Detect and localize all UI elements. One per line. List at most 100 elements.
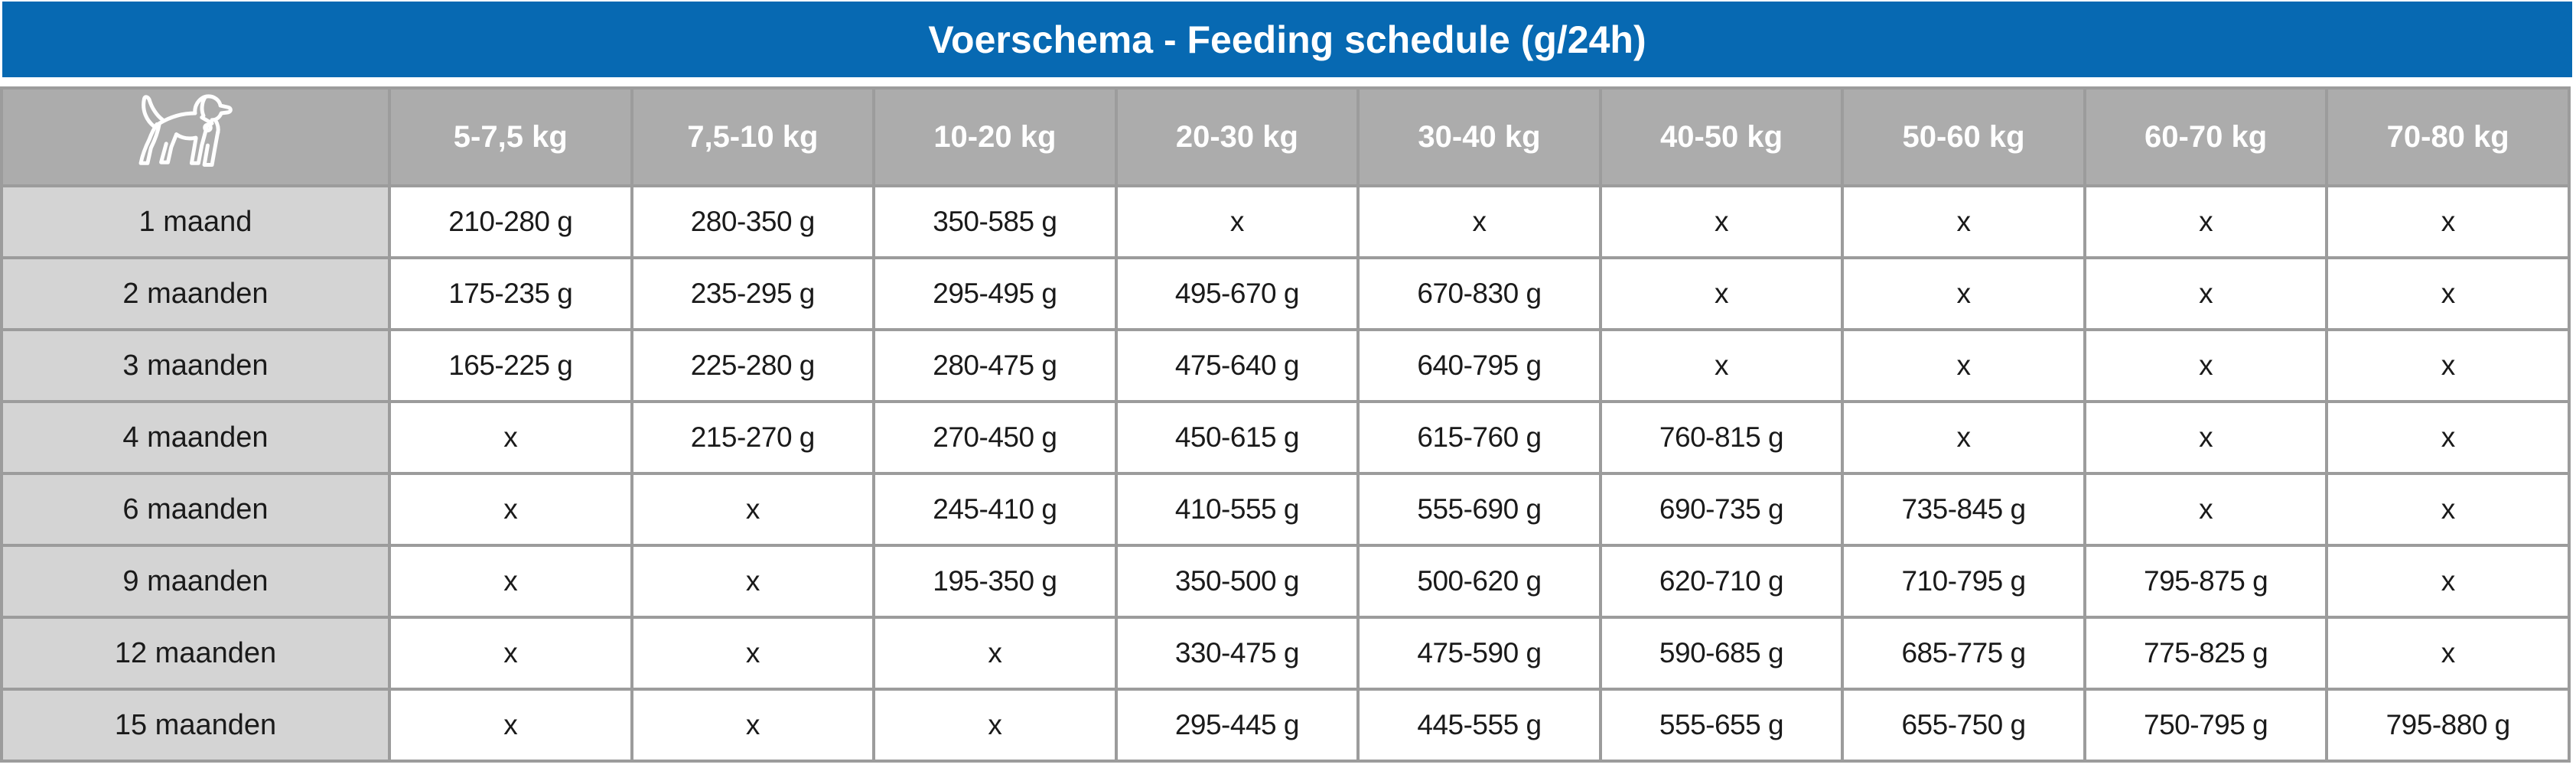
empty-cell: x: [1841, 256, 2086, 331]
feeding-value-cell: 350-500 g: [1114, 544, 1360, 619]
feeding-value-cell: 590-685 g: [1598, 616, 1845, 691]
empty-cell: x: [630, 616, 876, 691]
feeding-value-cell: 245-410 g: [872, 472, 1118, 547]
empty-cell: x: [388, 400, 633, 475]
feeding-value-cell: 735-845 g: [1841, 472, 2086, 547]
feeding-value-cell: 775-825 g: [2083, 616, 2329, 691]
empty-cell: x: [2083, 472, 2329, 547]
feeding-value-cell: 330-475 g: [1114, 616, 1360, 691]
feeding-value-cell: 210-280 g: [388, 184, 633, 259]
feeding-table: 5-7,5 kg 7,5-10 kg 10-20 kg 20-30 kg 30-40 k…: [0, 86, 2571, 763]
feeding-row: 12 maanden x x x 330-475 g 475-590 g 590-685 g…: [0, 616, 2571, 691]
weight-col-header: 20-30 kg: [1114, 86, 1360, 187]
feeding-value-cell: 685-775 g: [1841, 616, 2086, 691]
feeding-row: 6 maanden x x 245-410 g 410-555 g 555-690 g 69…: [0, 472, 2571, 547]
empty-cell: x: [1598, 328, 1845, 403]
empty-cell: x: [2083, 256, 2329, 331]
feeding-value-cell: 215-270 g: [630, 400, 876, 475]
empty-cell: x: [1598, 184, 1845, 259]
empty-cell: x: [2325, 544, 2571, 619]
empty-cell: x: [1598, 256, 1845, 331]
empty-cell: x: [872, 688, 1118, 763]
feeding-value-cell: 165-225 g: [388, 328, 633, 403]
empty-cell: x: [1356, 184, 1602, 259]
feeding-value-cell: 295-445 g: [1114, 688, 1360, 763]
title-banner: Voerschema - Feeding schedule (g/24h): [2, 2, 2572, 77]
feeding-value-cell: 555-690 g: [1356, 472, 1602, 547]
feeding-value-cell: 475-590 g: [1356, 616, 1602, 691]
corner-header-cell: [0, 86, 391, 187]
weight-col-header: 7,5-10 kg: [630, 86, 876, 187]
empty-cell: x: [1841, 328, 2086, 403]
empty-cell: x: [388, 688, 633, 763]
feeding-row: 4 maanden x 215-270 g 270-450 g 450-615 g 615…: [0, 400, 2571, 475]
empty-cell: x: [388, 472, 633, 547]
empty-cell: x: [2325, 616, 2571, 691]
feeding-value-cell: 350-585 g: [872, 184, 1118, 259]
feeding-value-cell: 270-450 g: [872, 400, 1118, 475]
feeding-row: 9 maanden x x 195-350 g 350-500 g 500-620 g 62…: [0, 544, 2571, 619]
weight-col-header: 30-40 kg: [1356, 86, 1602, 187]
age-label-cell: 2 maanden: [0, 256, 391, 331]
feeding-value-cell: 710-795 g: [1841, 544, 2086, 619]
feeding-value-cell: 620-710 g: [1598, 544, 1845, 619]
weight-col-header: 5-7,5 kg: [388, 86, 633, 187]
dog-icon: [5, 91, 386, 183]
feeding-value-cell: 615-760 g: [1356, 400, 1602, 475]
feeding-value-cell: 495-670 g: [1114, 256, 1360, 331]
feeding-row: 15 maanden x x x 295-445 g 445-555 g 555-655 g…: [0, 688, 2571, 763]
feeding-value-cell: 280-350 g: [630, 184, 876, 259]
empty-cell: x: [630, 544, 876, 619]
empty-cell: x: [2083, 400, 2329, 475]
empty-cell: x: [2083, 184, 2329, 259]
feeding-value-cell: 445-555 g: [1356, 688, 1602, 763]
age-label-cell: 4 maanden: [0, 400, 391, 475]
weight-col-header: 50-60 kg: [1841, 86, 2086, 187]
empty-cell: x: [2325, 256, 2571, 331]
page-title: Voerschema - Feeding schedule (g/24h): [928, 18, 1646, 61]
feeding-row: 3 maanden 165-225 g 225-280 g 280-475 g 475-…: [0, 328, 2571, 403]
feeding-value-cell: 655-750 g: [1841, 688, 2086, 763]
empty-cell: x: [388, 544, 633, 619]
feeding-value-cell: 175-235 g: [388, 256, 633, 331]
empty-cell: x: [1841, 184, 2086, 259]
feeding-value-cell: 225-280 g: [630, 328, 876, 403]
feeding-value-cell: 690-735 g: [1598, 472, 1845, 547]
weight-col-header: 70-80 kg: [2325, 86, 2571, 187]
feeding-value-cell: 640-795 g: [1356, 328, 1602, 403]
age-label-cell: 15 maanden: [0, 688, 391, 763]
empty-cell: x: [1841, 400, 2086, 475]
feeding-value-cell: 795-875 g: [2083, 544, 2329, 619]
age-label-cell: 3 maanden: [0, 328, 391, 403]
feeding-value-cell: 750-795 g: [2083, 688, 2329, 763]
weight-col-header: 40-50 kg: [1598, 86, 1845, 187]
feeding-value-cell: 235-295 g: [630, 256, 876, 331]
empty-cell: x: [388, 616, 633, 691]
age-label-cell: 12 maanden: [0, 616, 391, 691]
age-label-cell: 1 maand: [0, 184, 391, 259]
feeding-value-cell: 195-350 g: [872, 544, 1118, 619]
feeding-value-cell: 280-475 g: [872, 328, 1118, 403]
empty-cell: x: [2325, 328, 2571, 403]
feeding-value-cell: 555-655 g: [1598, 688, 1845, 763]
weight-col-header: 60-70 kg: [2083, 86, 2329, 187]
empty-cell: x: [2325, 184, 2571, 259]
feeding-row: 2 maanden 175-235 g 235-295 g 295-495 g 495-…: [0, 256, 2571, 331]
feeding-value-cell: 500-620 g: [1356, 544, 1602, 619]
empty-cell: x: [630, 688, 876, 763]
age-label-cell: 6 maanden: [0, 472, 391, 547]
empty-cell: x: [2325, 472, 2571, 547]
weight-col-header: 10-20 kg: [872, 86, 1118, 187]
feeding-value-cell: 295-495 g: [872, 256, 1118, 331]
age-label-cell: 9 maanden: [0, 544, 391, 619]
feeding-value-cell: 410-555 g: [1114, 472, 1360, 547]
feeding-schedule-table: 5-7,5 kg 7,5-10 kg 10-20 kg 20-30 kg 30-40 k…: [0, 86, 2571, 763]
feeding-value-cell: 450-615 g: [1114, 400, 1360, 475]
feeding-value-cell: 760-815 g: [1598, 400, 1845, 475]
empty-cell: x: [1114, 184, 1360, 259]
empty-cell: x: [2325, 400, 2571, 475]
weight-header-row: 5-7,5 kg 7,5-10 kg 10-20 kg 20-30 kg 30-40 k…: [0, 86, 2571, 187]
feeding-value-cell: 670-830 g: [1356, 256, 1602, 331]
empty-cell: x: [630, 472, 876, 547]
